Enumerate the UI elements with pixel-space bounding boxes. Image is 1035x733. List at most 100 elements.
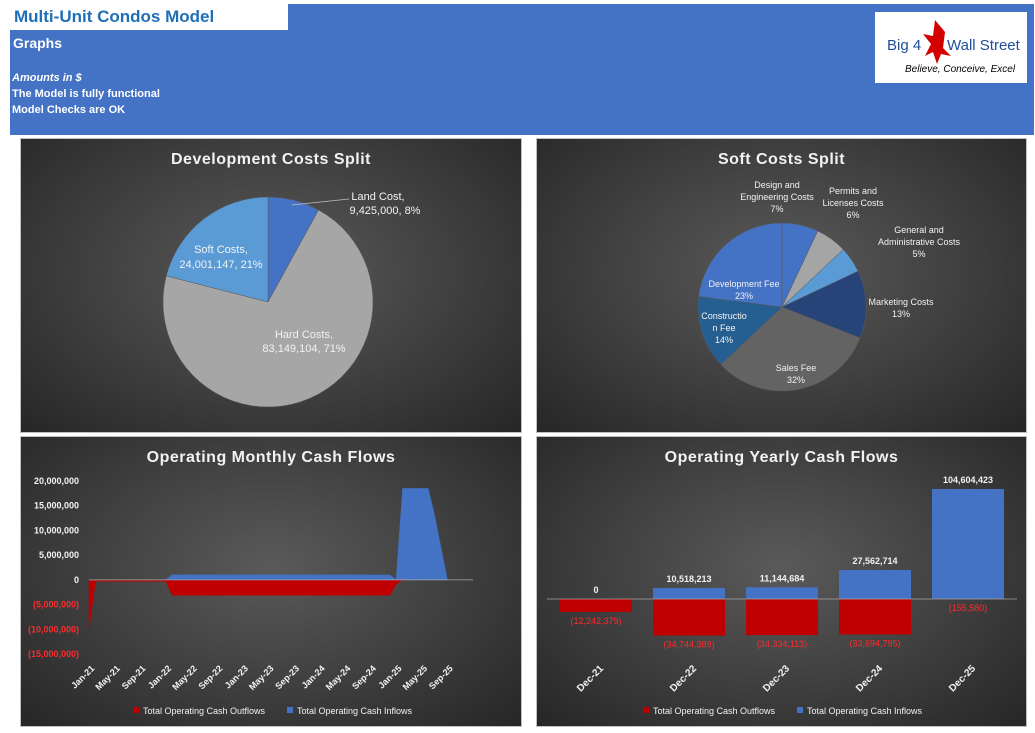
soft-slice-label: Constructio: [701, 311, 747, 321]
outflow-area: [88, 579, 404, 630]
y-tick-label: 15,000,000: [34, 501, 79, 511]
x-tick-label: May-23: [247, 663, 276, 692]
pie-slice: [720, 306, 861, 392]
checks-note: Model Checks are OK: [12, 104, 126, 116]
monthly-cash-flows-area: 20,000,000 15,000,000 10,000,000 5,000,000 0…: [28, 476, 473, 716]
soft-slice-label: Engineering Costs: [740, 192, 814, 202]
x-tick-label: Dec-22: [668, 663, 699, 694]
legend-label: Total Operating Cash Inflows: [807, 706, 923, 716]
chart-title: Development Costs Split: [171, 151, 371, 168]
outflow-value-label: (34,334,113): [757, 639, 807, 649]
outflow-value-label: (12,242,379): [570, 616, 621, 626]
x-tick-label: Dec-23: [761, 663, 792, 694]
x-tick-label: Dec-24: [854, 663, 885, 694]
legend-label: Total Operating Cash Outflows: [653, 706, 776, 716]
logo-big4: Big 4: [887, 37, 921, 54]
inflow-value-label: 11,144,684: [760, 573, 805, 583]
chart-title: Soft Costs Split: [717, 151, 846, 168]
yearly-cash-flows-bar: 0 (12,242,379) Dec-21 10,518,213 (34,744,389…: [547, 475, 1017, 716]
inflow-area: [89, 488, 448, 581]
inflow-bar: [839, 570, 911, 599]
legend-swatch: [643, 707, 649, 713]
legend-swatch: [287, 707, 293, 713]
eagle-icon: [923, 20, 951, 64]
inflow-value-label: 27,562,714: [852, 556, 897, 566]
pie-slice: [781, 270, 867, 339]
soft-slice-label: 23%: [735, 291, 753, 301]
soft-costs-chart: Soft Costs Split Design and Engineering C…: [536, 138, 1027, 433]
soft-slice-label: Administrative Costs: [878, 237, 961, 247]
outflow-value-label: (34,744,389): [663, 640, 714, 650]
y-tick-label: (15,000,000): [28, 649, 79, 659]
monthly-cash-flows-chart: Operating Monthly Cash Flows 20,000,000 1…: [20, 436, 522, 727]
pie-slice: [165, 196, 269, 303]
outflow-bar: [560, 599, 632, 612]
y-tick-label: (5,000,000): [33, 600, 79, 610]
soft-slice-label: 7%: [770, 204, 783, 214]
x-tick-label: Dec-21: [575, 663, 606, 694]
x-tick-label: Jan-21: [69, 663, 96, 690]
inflow-bar: [932, 489, 1004, 599]
x-tick-label: Sep-25: [427, 663, 455, 691]
soft-slice-label: 5%: [912, 249, 925, 259]
chart-title: Operating Yearly Cash Flows: [664, 449, 899, 466]
model-title: Multi-Unit Condos Model: [14, 7, 215, 26]
logo-tagline: Believe, Conceive, Excel: [905, 64, 1016, 75]
logo-wall-street: Wall Street: [947, 37, 1021, 54]
soft-slice-label: Permits and: [829, 186, 877, 196]
soft-slice-label: Development Fee: [708, 279, 779, 289]
inflow-bar: [653, 587, 725, 599]
outflow-bar: [653, 599, 725, 636]
x-tick-label: Sep-24: [350, 663, 378, 691]
x-tick-label: May-21: [93, 663, 122, 692]
development-costs-chart: Development Costs Split Land Cost, 9,425,…: [20, 138, 522, 433]
soft-costs-pie: Design and Engineering Costs 7% Permits and…: [697, 180, 961, 392]
legend-swatch: [133, 707, 139, 713]
functional-note: The Model is fully functional: [12, 88, 160, 100]
x-tick-label: Sep-21: [120, 663, 148, 691]
amounts-note: Amounts in $: [12, 72, 82, 84]
x-tick-label: Jan-22: [146, 663, 173, 690]
inflow-value-label: 10,518,213: [666, 574, 711, 584]
x-tick-label: May-24: [324, 663, 353, 692]
pie-slice: [697, 296, 783, 365]
legend-swatch: [797, 707, 803, 713]
pie-slice: [698, 222, 783, 308]
hard-costs-label: Hard Costs,: [275, 329, 333, 341]
soft-slice-label: n Fee: [712, 323, 735, 333]
x-tick-label: May-22: [170, 663, 199, 692]
sheet-subtitle: Graphs: [13, 35, 63, 51]
hard-costs-value: 83,149,104, 71%: [262, 343, 345, 355]
soft-slice-label: 13%: [892, 309, 910, 319]
leader-line: [291, 198, 350, 206]
x-tick-label: Sep-22: [196, 663, 224, 691]
pie-slice: [162, 209, 374, 408]
soft-costs-label: Soft Costs,: [194, 244, 248, 256]
outflow-bar: [746, 599, 818, 636]
yearly-cash-flows-chart: Operating Yearly Cash Flows 0 (12,242,379…: [536, 436, 1027, 727]
soft-slice-label: Marketing Costs: [868, 297, 934, 307]
legend-label: Total Operating Cash Outflows: [143, 706, 266, 716]
legend-label: Total Operating Cash Inflows: [297, 706, 413, 716]
y-tick-label: 5,000,000: [39, 550, 79, 560]
x-tick-label: Jan-23: [223, 663, 250, 690]
header-banner: Multi-Unit Condos Model Graphs Amounts i…: [10, 4, 1034, 135]
outflow-value-label: (155,580): [949, 603, 988, 613]
inflow-value-label: 104,604,423: [943, 475, 993, 485]
soft-slice-label: 6%: [846, 210, 859, 220]
y-tick-label: 10,000,000: [34, 525, 79, 535]
outflow-bar: [839, 599, 911, 635]
company-logo: Big 4 Wall Street Believe, Conceive, Exc…: [875, 12, 1027, 83]
soft-slice-label: 32%: [787, 375, 805, 385]
y-tick-label: 0: [74, 575, 79, 585]
title-box: Multi-Unit Condos Model: [10, 4, 288, 30]
logo-graphic: Big 4 Wall Street Believe, Conceive, Exc…: [887, 20, 1021, 75]
x-tick-label: Jan-25: [376, 663, 403, 690]
inflow-bar: [746, 587, 818, 599]
soft-slice-label: 14%: [715, 335, 733, 345]
x-tick-label: Dec-25: [947, 663, 978, 694]
x-tick-label: Jan-24: [300, 663, 327, 690]
x-tick-label: May-25: [401, 663, 430, 692]
soft-costs-value: 24,001,147, 21%: [179, 259, 262, 271]
land-cost-label: Land Cost,: [351, 191, 404, 203]
